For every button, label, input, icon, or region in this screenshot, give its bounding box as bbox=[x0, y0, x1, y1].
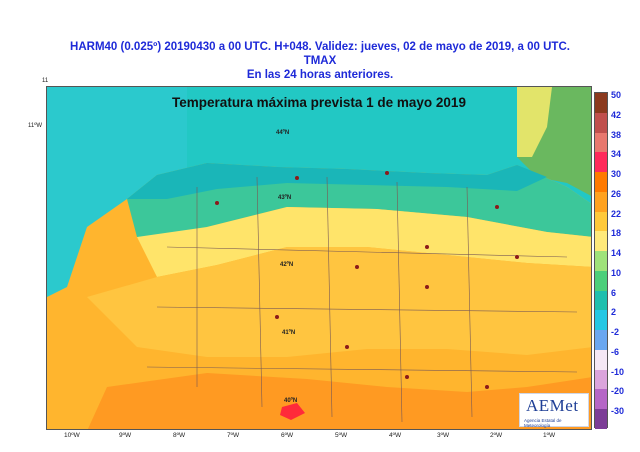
lat-label-41n: 41ºN bbox=[282, 330, 296, 336]
map-corner-top-label: 11 bbox=[42, 78, 49, 84]
colorbar-label: 10 bbox=[611, 267, 622, 278]
colorbar-swatch bbox=[595, 152, 607, 172]
lat-label-42n: 42ºN bbox=[280, 262, 294, 268]
lon-label-6w: 6ºW bbox=[281, 432, 294, 439]
colorbar-swatch bbox=[595, 310, 607, 330]
colorbar-swatch bbox=[595, 251, 607, 271]
colorbar-label: 34 bbox=[611, 149, 622, 160]
temperature-map: Temperatura máxima prevista 1 de mayo 20… bbox=[46, 86, 592, 430]
colorbar-label: 38 bbox=[611, 129, 622, 140]
southern-hot-band bbox=[87, 373, 591, 429]
colorbar-label: 6 bbox=[611, 287, 617, 298]
map-canvas bbox=[47, 87, 591, 429]
colorbar-swatch bbox=[595, 369, 607, 390]
lat-label-40n: 40ºN bbox=[284, 398, 298, 404]
period-label: En las 24 horas anteriores. bbox=[246, 69, 394, 81]
colorbar-label: 22 bbox=[611, 208, 622, 219]
forecast-header-line1: HARM40 (0.025º) 20190430 a 00 UTC. H+048… bbox=[70, 41, 570, 53]
lon-label-10w: 10ºW bbox=[64, 432, 80, 439]
colorbar-swatch bbox=[595, 330, 607, 350]
north-coast-band bbox=[127, 163, 547, 199]
aemet-logo: AEMet Agencia Estatal de Meteorología bbox=[519, 393, 589, 428]
colorbar-swatch bbox=[595, 172, 607, 192]
france-land-south bbox=[517, 87, 552, 157]
colorbar-label: -10 bbox=[611, 366, 625, 377]
colorbar-label: 42 bbox=[611, 109, 622, 120]
colorbar-label: 18 bbox=[611, 228, 622, 239]
colorbar-swatch bbox=[595, 93, 607, 113]
colorbar-label: 50 bbox=[611, 90, 622, 100]
lon-label-8w: 8ºW bbox=[173, 432, 186, 439]
lon-label-3w: 3ºW bbox=[437, 432, 450, 439]
province-borders bbox=[146, 176, 578, 423]
colorbar-swatch bbox=[595, 290, 607, 311]
colorbar-swatch bbox=[595, 112, 607, 133]
city-markers bbox=[215, 171, 519, 389]
colorbar-swatch bbox=[595, 191, 607, 212]
central-band bbox=[87, 247, 591, 357]
colorbar-label: 30 bbox=[611, 169, 622, 180]
colorbar-label: -30 bbox=[611, 406, 625, 417]
variable-label: TMAX bbox=[303, 55, 337, 67]
map-corner-left-label: 11ºW bbox=[28, 123, 43, 129]
lat-label-44n: 44ºN bbox=[276, 130, 290, 136]
colorbar-swatch bbox=[595, 270, 607, 291]
lon-label-4w: 4ºW bbox=[389, 432, 402, 439]
logo-subtitle: Agencia Estatal de Meteorología bbox=[524, 418, 562, 428]
lon-label-9w: 9ºW bbox=[119, 432, 132, 439]
colorbar-swatch bbox=[595, 349, 607, 370]
temperature-colorbar bbox=[594, 92, 608, 429]
lon-label-2w: 2ºW bbox=[490, 432, 503, 439]
logo-brand: AEMet bbox=[526, 396, 579, 415]
lon-label-7w: 7ºW bbox=[227, 432, 240, 439]
colorbar-label: -6 bbox=[611, 346, 620, 357]
colorbar-label: -2 bbox=[611, 327, 620, 338]
lon-label-1w: 1ºW bbox=[543, 432, 556, 439]
map-title: Temperatura máxima prevista 1 de mayo 20… bbox=[172, 95, 466, 110]
colorbar-label: -20 bbox=[611, 386, 625, 397]
lat-label-43n: 43ºN bbox=[278, 195, 292, 201]
lon-label-5w: 5ºW bbox=[335, 432, 348, 439]
meseta-north-band bbox=[137, 207, 591, 277]
colorbar-swatch bbox=[595, 409, 607, 429]
colorbar-label: 26 bbox=[611, 188, 622, 199]
colorbar-swatch bbox=[595, 231, 607, 251]
colorbar-swatch bbox=[595, 389, 607, 409]
colorbar-label: 14 bbox=[611, 248, 622, 259]
colorbar-swatch bbox=[595, 132, 607, 153]
colorbar-swatch bbox=[595, 211, 607, 232]
colorbar-label: 2 bbox=[611, 307, 617, 318]
guadalquivir-hotspot bbox=[280, 403, 305, 420]
